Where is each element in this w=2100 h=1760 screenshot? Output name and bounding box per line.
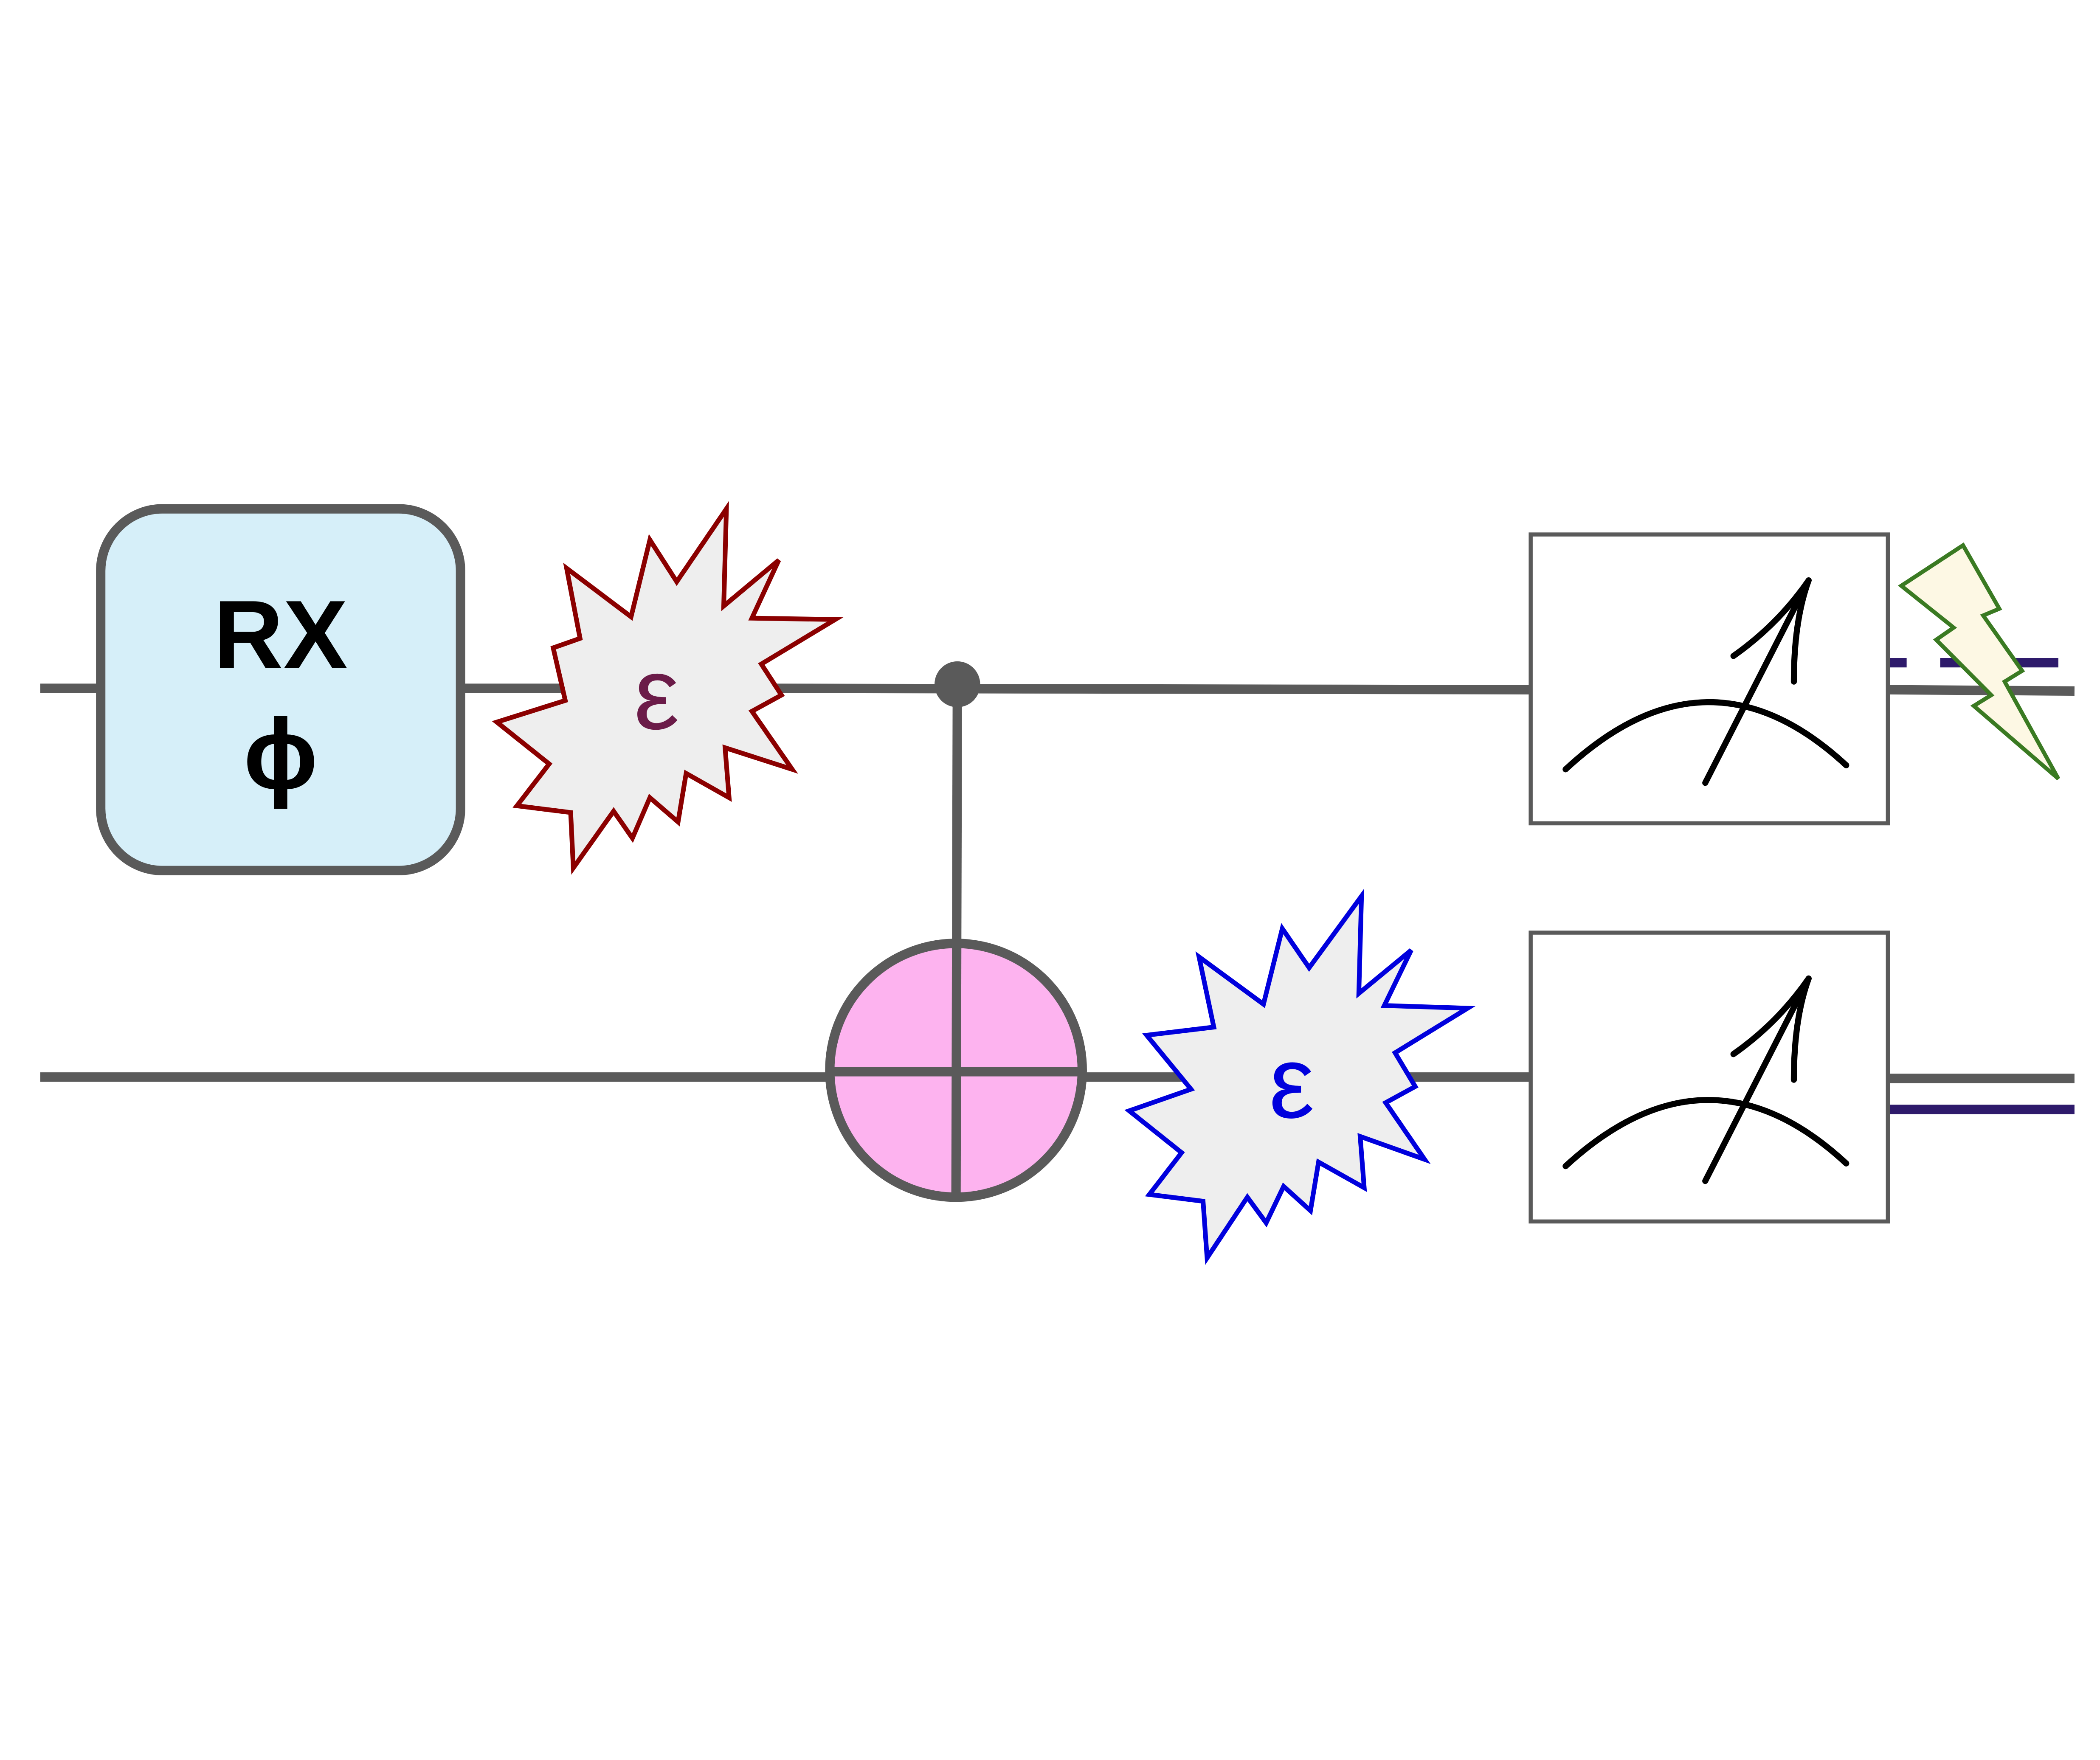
rx-gate-label: RX	[214, 580, 348, 689]
noise-symbol-bottom: ε	[1269, 1025, 1315, 1140]
qubit-wire-top	[40, 683, 2075, 696]
rx-gate-param: ϕ	[243, 698, 318, 810]
lightning-bolt-icon	[1897, 542, 2061, 781]
meter-needle-icon	[1702, 577, 1812, 786]
cnot-gate[interactable]	[825, 661, 1087, 1202]
noise-channel-top[interactable]: ε	[492, 500, 844, 875]
cnot-control-dot	[935, 661, 980, 708]
meter-needle-icon	[1702, 975, 1812, 1184]
noise-channel-bottom[interactable]: ε	[1124, 888, 1476, 1265]
measurement-gate-bottom[interactable]	[1529, 931, 1890, 1224]
meter-arc-icon	[1562, 699, 1849, 773]
rx-gate[interactable]: RX ϕ	[96, 504, 465, 875]
measurement-gate-top[interactable]	[1529, 532, 1890, 826]
meter-arc-icon	[1562, 1097, 1849, 1170]
noise-symbol-top: ε	[634, 636, 679, 751]
